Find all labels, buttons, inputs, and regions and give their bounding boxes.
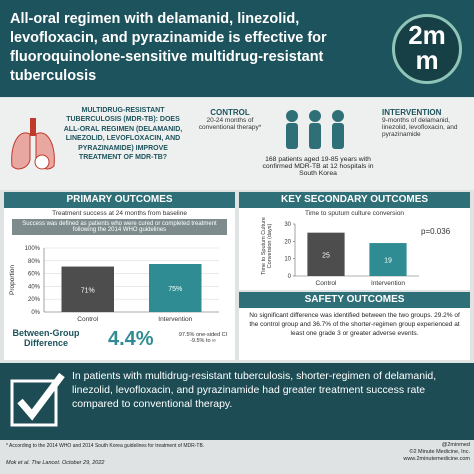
logo-top: 2m — [408, 20, 446, 50]
safety-text: No significant difference was identified… — [249, 312, 460, 337]
x-tick-label: Control — [316, 280, 338, 287]
y-tick-label: 20% — [28, 297, 41, 303]
intervention-label: INTERVENTION — [382, 108, 442, 117]
lungs-icon — [11, 118, 55, 170]
control-text: 20-24 months of conventional therapy* — [198, 117, 262, 131]
question: MULTIDRUG-RESISTANT TUBERCULOSIS (MDR-TB… — [63, 107, 183, 162]
value-label: 71% — [81, 287, 95, 294]
website: www.2minutemedicine.com — [403, 456, 470, 463]
secondary-title: KEY SECONDARY OUTCOMES — [239, 192, 470, 208]
intervention-text: 9-months of delamanid, linezolid, levofl… — [382, 117, 458, 138]
value-label: 75% — [168, 286, 182, 293]
x-tick-label: Control — [77, 316, 99, 323]
handle: @2minmed — [441, 442, 470, 448]
y-tick-label: 10 — [284, 257, 291, 263]
y-tick-label: 60% — [28, 272, 41, 278]
y-tick-label: 0 — [288, 274, 292, 280]
x-tick-label: Intervention — [158, 316, 192, 323]
footnote: * According to the 2014 WHO and 2014 Sou… — [6, 443, 205, 449]
control-label: CONTROL — [210, 108, 250, 117]
primary-panel: PRIMARY OUTCOMES Treatment success at 24… — [4, 192, 235, 360]
difference-value: 4.4% — [108, 328, 154, 350]
y-tick-label: 0% — [31, 310, 40, 316]
secondary-panel: KEY SECONDARY OUTCOMES Time to sputum cu… — [239, 192, 470, 290]
people-icon — [286, 110, 344, 149]
copyright: ©2 Minute Medicine, Inc. — [409, 449, 470, 456]
header: All-oral regimen with delamanid, linezol… — [0, 0, 474, 97]
check-icon — [10, 372, 65, 427]
primary-chart: 0% 20% 40% 60% 80% 100% Proportion Control 71% In… — [9, 246, 219, 323]
annotation: p=0.036 — [421, 227, 451, 236]
title: All-oral regimen with delamanid, linezol… — [10, 11, 327, 84]
bar — [61, 266, 114, 312]
difference-label: Between-Group Difference — [12, 328, 80, 348]
secondary-chart: 0 10 20 30 Control 25 Intervention 19 p=0.036 — [284, 222, 451, 287]
credits: @2minmed ©2 Minute Medicine, Inc. www.2m… — [380, 442, 470, 463]
primary-subtitle: Treatment success at 24 months from base… — [52, 210, 187, 217]
control-box: CONTROL 20-24 months of conventional the… — [190, 108, 270, 131]
y-tick-label: 100% — [25, 246, 41, 252]
primary-title: PRIMARY OUTCOMES — [4, 192, 235, 208]
bar — [307, 232, 345, 276]
logo-bottom: m — [415, 45, 439, 75]
primary-definition: Success was defined as patients who were… — [12, 219, 227, 235]
value-label: 19 — [384, 258, 392, 265]
value-label: 25 — [322, 252, 330, 259]
citation: Mok et al. The Lancet. October 29, 2022 — [6, 460, 105, 466]
conclusion: In patients with multidrug-resistant tub… — [72, 370, 437, 411]
safety-title: SAFETY OUTCOMES — [239, 292, 470, 308]
y-tick-label: 40% — [28, 284, 41, 290]
x-tick-label: Intervention — [371, 280, 405, 287]
logo: 2m m — [392, 14, 462, 84]
y-tick-label: 30 — [284, 222, 291, 228]
ci-value: -9.5% to ∞ — [190, 338, 216, 344]
ci-label: 97.5% one-sided CI — [178, 332, 228, 338]
bar — [149, 264, 202, 312]
conclusion-panel: In patients with multidrug-resistant tub… — [0, 363, 474, 440]
y-axis-label: Proportion — [9, 265, 16, 295]
y-tick-label: 20 — [284, 239, 291, 245]
study-panel: MULTIDRUG-RESISTANT TUBERCULOSIS (MDR-TB… — [0, 98, 474, 190]
bar — [369, 243, 407, 276]
intervention-box: INTERVENTION 9-months of delamanid, line… — [382, 108, 470, 138]
ci: 97.5% one-sided CI -9.5% to ∞ — [174, 332, 232, 344]
safety-panel: SAFETY OUTCOMES No significant differenc… — [239, 292, 470, 360]
y-tick-label: 80% — [28, 259, 41, 265]
population: 168 patients aged 19-85 years with confi… — [262, 156, 374, 177]
secondary-subtitle: Time to sputum culture conversion — [304, 210, 405, 217]
